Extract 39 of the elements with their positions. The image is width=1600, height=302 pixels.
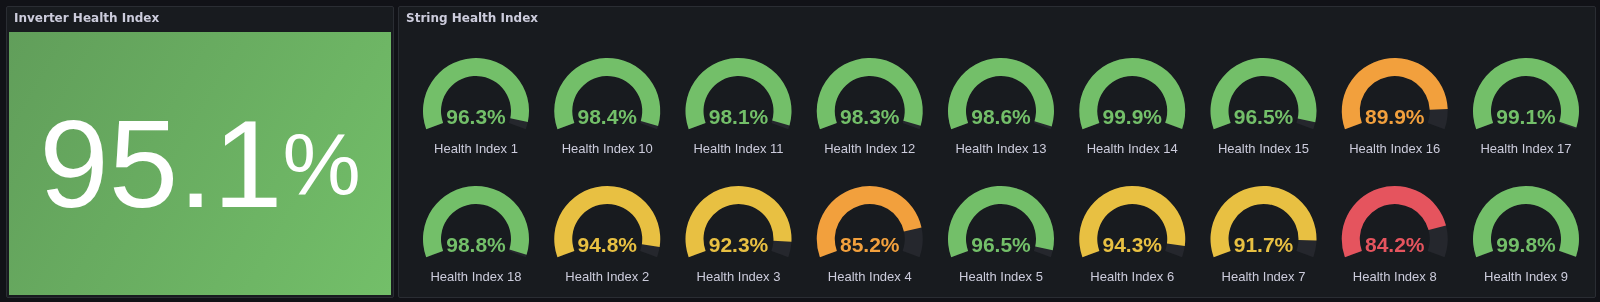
data-label: 99.9% bbox=[1102, 104, 1163, 128]
data-label: 99.1% bbox=[1496, 104, 1557, 128]
category-label: Health Index 10 bbox=[561, 140, 653, 156]
category-label: Health Index 15 bbox=[1217, 140, 1310, 156]
category-label: Health Index 18 bbox=[430, 268, 522, 284]
category-label: Health Index 1 bbox=[434, 140, 518, 156]
data-label: 98.4% bbox=[577, 104, 638, 128]
category-label: Health Index 16 bbox=[1349, 140, 1441, 156]
data-label: 98.3% bbox=[839, 104, 900, 128]
data-label: 95.1% bbox=[39, 93, 361, 235]
data-label: 99.8% bbox=[1496, 232, 1557, 256]
category-label: Health Index 3 bbox=[696, 268, 781, 284]
category-label: Health Index 6 bbox=[1090, 268, 1175, 284]
data-label: 98.8% bbox=[446, 232, 507, 256]
data-label: 92.3% bbox=[708, 232, 769, 256]
category-label: Health Index 8 bbox=[1352, 268, 1437, 284]
data-label: 96.5% bbox=[1233, 104, 1294, 128]
text: String Health Index bbox=[406, 11, 539, 25]
data-label: 94.3% bbox=[1102, 232, 1163, 256]
data-label: 94.8% bbox=[577, 232, 638, 256]
category-label: Health Index 9 bbox=[1484, 268, 1568, 284]
text: Inverter Health Index bbox=[14, 11, 160, 25]
data-label: 98.1% bbox=[708, 104, 769, 128]
data-label: 98.6% bbox=[971, 104, 1032, 128]
category-label: Health Index 14 bbox=[1086, 140, 1178, 156]
category-label: Health Index 12 bbox=[824, 140, 916, 156]
data-label: 96.3% bbox=[446, 104, 507, 128]
category-label: Health Index 2 bbox=[565, 268, 650, 284]
category-label: Health Index 17 bbox=[1480, 140, 1572, 156]
category-label: Health Index 7 bbox=[1221, 268, 1306, 284]
category-label: Health Index 5 bbox=[959, 268, 1043, 284]
data-label: 96.5% bbox=[971, 232, 1032, 256]
category-label: Health Index 4 bbox=[827, 268, 912, 284]
category-label: Health Index 13 bbox=[955, 140, 1047, 156]
category-label: Health Index 11 bbox=[693, 140, 784, 156]
data-label: 91.7% bbox=[1233, 232, 1294, 256]
data-label: 85.2% bbox=[839, 232, 900, 256]
data-label: 84.2% bbox=[1364, 232, 1425, 256]
data-label: 89.9% bbox=[1364, 104, 1425, 128]
